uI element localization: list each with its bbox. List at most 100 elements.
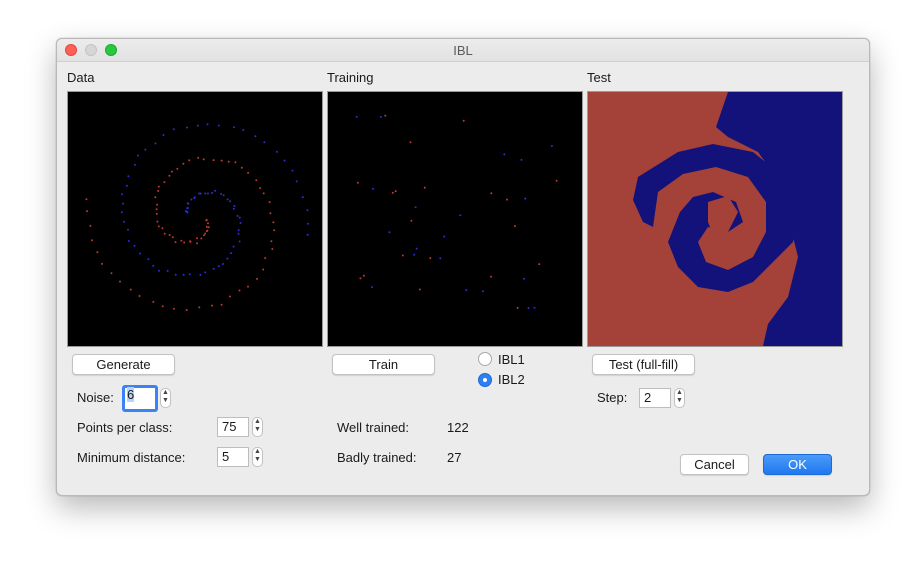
class-b-point [186, 207, 189, 209]
class-a-point [212, 159, 215, 162]
class-a-point [273, 229, 276, 232]
class-b-point [226, 198, 229, 201]
class-b-point [127, 175, 130, 178]
class-b-point [230, 252, 232, 255]
class-a-point [200, 237, 203, 240]
class-b-point [237, 232, 240, 235]
class-b-point [199, 192, 202, 195]
training-point-b [503, 153, 506, 156]
class-b-point [188, 273, 191, 276]
class-a-point [174, 241, 177, 244]
ibl1-radio[interactable] [478, 352, 492, 366]
class-b-point [217, 124, 220, 127]
class-a-point [238, 289, 241, 292]
training-point-a [401, 254, 404, 257]
class-a-point [196, 237, 198, 240]
ibl2-radio[interactable] [478, 373, 492, 387]
training-point-a [409, 141, 412, 144]
noise-field[interactable]: 6 [122, 385, 158, 412]
training-canvas[interactable] [327, 91, 583, 347]
training-point-a [391, 191, 394, 194]
generate-button[interactable]: Generate [72, 354, 175, 375]
class-a-point [240, 166, 243, 169]
class-b-point [211, 192, 213, 194]
training-points-plot [355, 114, 558, 309]
train-button[interactable]: Train [332, 354, 435, 375]
class-a-point [155, 208, 158, 211]
noise-stepper[interactable]: ▲ ▼ [160, 388, 171, 408]
data-spiral-plot [85, 123, 309, 311]
class-b-point [174, 273, 177, 276]
class-b-point [295, 180, 298, 183]
class-b-point [232, 245, 235, 248]
class-b-point [220, 193, 223, 195]
step-field[interactable]: 2 [639, 388, 671, 408]
class-b-point [127, 240, 130, 242]
class-a-point [211, 304, 213, 307]
class-b-point [236, 214, 239, 217]
class-a-point [268, 201, 271, 204]
class-b-point [204, 192, 207, 195]
class-a-point [262, 192, 265, 195]
points-per-class-stepper[interactable]: ▲ ▼ [252, 417, 263, 437]
test-decision-map [588, 92, 842, 346]
class-b-point [226, 257, 229, 260]
training-point-a [538, 263, 541, 266]
class-b-point [190, 198, 193, 201]
class-b-point [196, 124, 199, 127]
class-a-point [138, 295, 141, 297]
class-b-point [239, 222, 242, 224]
class-b-point [212, 267, 215, 270]
class-b-point [263, 141, 266, 144]
class-a-point [182, 162, 185, 165]
class-a-point [255, 179, 258, 182]
close-window-button[interactable] [65, 44, 77, 56]
training-point-a [362, 274, 365, 277]
training-point-b [371, 286, 373, 289]
class-a-point [176, 167, 179, 170]
ok-button[interactable]: OK [763, 454, 832, 475]
points-per-class-field[interactable]: 75 [217, 417, 249, 437]
class-a-point [180, 239, 183, 242]
test-full-fill-button[interactable]: Test (full-fill) [592, 354, 695, 375]
class-a-point [154, 196, 157, 199]
training-point-b [481, 290, 484, 293]
cancel-button[interactable]: Cancel [680, 454, 749, 475]
minimize-window-button[interactable] [85, 44, 97, 56]
class-b-point [152, 264, 155, 267]
training-point-a [429, 257, 432, 260]
class-b-point [306, 209, 309, 212]
class-b-point [301, 196, 304, 199]
training-point-a [394, 190, 397, 193]
training-point-a [410, 219, 413, 222]
test-canvas[interactable] [587, 91, 843, 347]
ibl1-label: IBL1 [498, 352, 525, 367]
class-b-point [222, 263, 224, 265]
class-a-point [183, 241, 186, 244]
zoom-window-button[interactable] [105, 44, 117, 56]
noise-value: 6 [127, 387, 135, 402]
class-a-point [161, 227, 164, 230]
training-point-a [356, 181, 359, 184]
class-a-point [157, 185, 160, 188]
class-b-point [238, 216, 241, 219]
training-point-b [415, 247, 418, 250]
class-b-point [137, 154, 139, 157]
class-b-point [184, 210, 187, 213]
class-b-point [238, 240, 241, 243]
class-b-point [144, 148, 147, 151]
class-b-point [306, 233, 309, 236]
class-b-point [172, 128, 175, 131]
class-b-point [139, 252, 142, 255]
data-canvas[interactable] [67, 91, 323, 347]
minimum-distance-stepper[interactable]: ▲ ▼ [252, 447, 263, 467]
class-a-point [110, 272, 113, 275]
class-b-point [186, 202, 189, 205]
class-b-point [127, 228, 129, 231]
test-panel-title: Test [587, 70, 611, 85]
step-stepper[interactable]: ▲ ▼ [674, 388, 685, 408]
training-point-a [462, 119, 465, 122]
class-a-point [168, 234, 171, 236]
class-a-point [247, 171, 250, 174]
minimum-distance-field[interactable]: 5 [217, 447, 249, 467]
